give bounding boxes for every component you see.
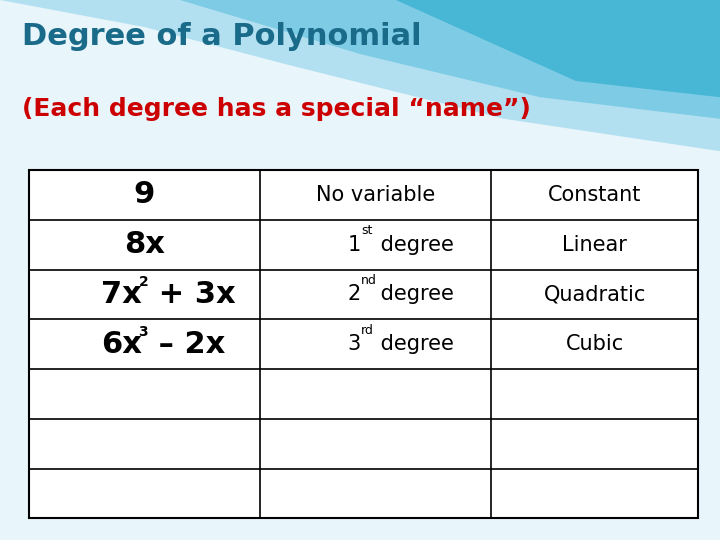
Text: 2: 2 [138,275,148,289]
Text: 2: 2 [348,285,361,305]
Text: 1: 1 [348,235,361,255]
Text: rd: rd [361,324,374,337]
Text: – 2x: – 2x [148,330,225,359]
Text: Degree of a Polynomial: Degree of a Polynomial [22,22,421,51]
Polygon shape [396,0,720,97]
Text: Linear: Linear [562,235,627,255]
Text: 3: 3 [138,325,148,339]
Text: 3: 3 [348,334,361,354]
Text: degree: degree [374,285,454,305]
Text: degree: degree [374,334,454,354]
Text: 7x: 7x [101,280,142,309]
Polygon shape [180,0,720,119]
Text: 6x: 6x [101,330,142,359]
Text: Constant: Constant [548,185,642,205]
Text: Cubic: Cubic [565,334,624,354]
Text: st: st [361,224,372,237]
Polygon shape [0,0,720,151]
Text: 9: 9 [134,180,155,210]
Text: (Each degree has a special “name”): (Each degree has a special “name”) [22,97,531,121]
Text: + 3x: + 3x [148,280,235,309]
Text: No variable: No variable [315,185,435,205]
Text: nd: nd [361,274,377,287]
Text: Quadratic: Quadratic [544,285,646,305]
Text: degree: degree [374,235,454,255]
Text: 8x: 8x [124,230,165,259]
FancyBboxPatch shape [29,170,698,518]
